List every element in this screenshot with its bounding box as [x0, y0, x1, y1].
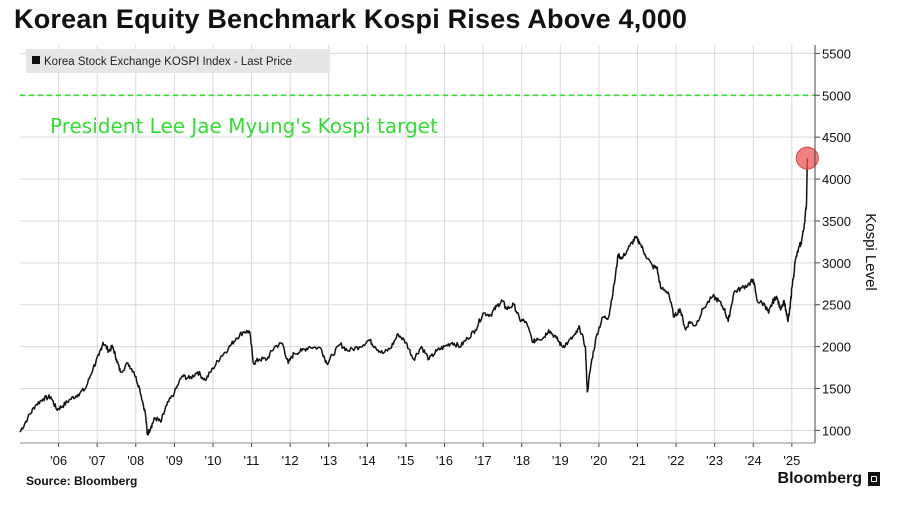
y-tick-label-5500: 5500 [822, 46, 851, 61]
legend-label: Korea Stock Exchange KOSPI Index - Last … [44, 56, 292, 68]
legend-box [26, 49, 330, 73]
legend-swatch [32, 56, 40, 64]
bloomberg-icon [868, 472, 880, 486]
y-tick-label-4500: 4500 [822, 130, 851, 145]
y-axis-label: Kospi Level [862, 213, 879, 291]
brand-logo: Bloomberg [778, 470, 880, 488]
x-tick-label-'21: '21 [629, 453, 646, 468]
brand-name: Bloomberg [777, 470, 862, 487]
y-tick-label-2000: 2000 [822, 340, 851, 355]
x-tick-label-'12: '12 [282, 453, 299, 468]
x-tick-label-'20: '20 [590, 453, 607, 468]
x-tick-label-'07: '07 [89, 453, 106, 468]
y-tick-label-3500: 3500 [822, 214, 851, 229]
x-tick-label-'22: '22 [668, 453, 685, 468]
x-tick-label-'23: '23 [706, 453, 723, 468]
series-line-0 [19, 158, 809, 436]
x-tick-label-'16: '16 [436, 453, 453, 468]
x-tick-label-'17: '17 [475, 453, 492, 468]
x-tick-label-'09: '09 [166, 453, 183, 468]
y-tick-label-4000: 4000 [822, 172, 851, 187]
series-layer [19, 146, 819, 436]
chart-title: Korean Equity Benchmark Kospi Rises Abov… [14, 4, 688, 34]
x-axis: '06 '07 '08 '09 '10 '11 '12 '13 '14 '15 '16 '17 '18 '… [20, 442, 815, 468]
y-axis: 1000 1500 2000 2500 3000 3500 4000 4500 5000 5500 [814, 45, 851, 443]
x-tick-label-'11: '11 [244, 453, 260, 468]
x-tick-label-'18: '18 [513, 453, 530, 468]
source-note: Source: Bloomberg [26, 474, 138, 488]
y-tick-label-1000: 1000 [822, 423, 851, 438]
x-tick-label-'06: '06 [50, 453, 67, 468]
x-tick-label-'25: '25 [783, 453, 800, 468]
y-tick-label-3000: 3000 [822, 256, 851, 271]
x-tick-label-'08: '08 [127, 453, 144, 468]
x-tick-label-'19: '19 [552, 453, 569, 468]
x-tick-label-'15: '15 [397, 453, 414, 468]
y-tick-label-1500: 1500 [822, 382, 851, 397]
grid [20, 45, 815, 443]
legend: Korea Stock Exchange KOSPI Index - Last … [26, 49, 330, 73]
x-tick-label-'24: '24 [745, 453, 762, 468]
x-tick-label-'14: '14 [359, 453, 376, 468]
x-tick-label-'13: '13 [320, 453, 337, 468]
y-tick-label-5000: 5000 [822, 88, 851, 103]
highlight-marker [795, 146, 819, 170]
y-tick-label-2500: 2500 [822, 298, 851, 313]
x-tick-label-'10: '10 [204, 453, 221, 468]
target-annotation: President Lee Jae Myung's Kospi target [50, 114, 438, 138]
